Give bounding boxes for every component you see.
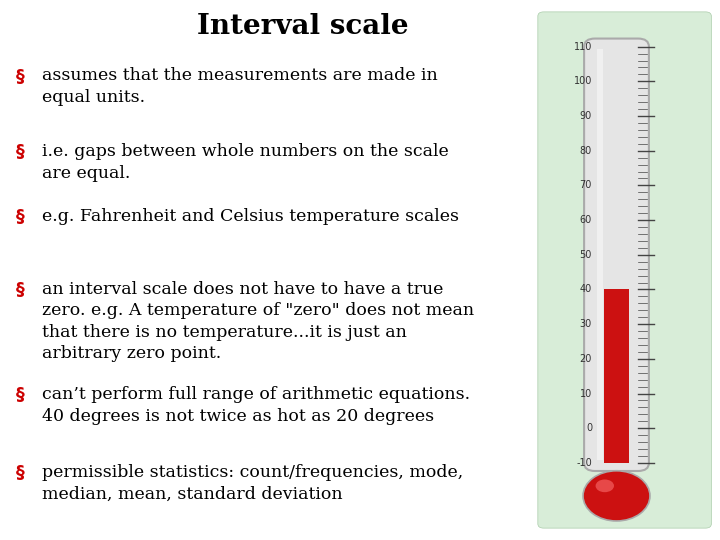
Text: 90: 90 (580, 111, 592, 121)
FancyBboxPatch shape (584, 38, 649, 471)
Text: 40: 40 (580, 285, 592, 294)
Text: §: § (16, 464, 24, 482)
Text: 30: 30 (580, 319, 592, 329)
Text: can’t perform full range of arithmetic equations.
40 degrees is not twice as hot: can’t perform full range of arithmetic e… (42, 386, 470, 424)
FancyBboxPatch shape (538, 12, 711, 528)
Text: -10: -10 (576, 458, 592, 468)
Text: permissible statistics: count/frequencies, mode,
median, mean, standard deviatio: permissible statistics: count/frequencie… (42, 464, 463, 503)
Text: assumes that the measurements are made in
equal units.: assumes that the measurements are made i… (42, 68, 438, 106)
Text: 110: 110 (574, 42, 592, 52)
Text: 100: 100 (574, 76, 592, 86)
Text: §: § (16, 143, 24, 161)
Text: §: § (16, 386, 24, 404)
Text: §: § (16, 281, 24, 299)
Text: 70: 70 (580, 180, 592, 191)
Text: 0: 0 (586, 423, 592, 433)
Text: Interval scale: Interval scale (197, 14, 408, 40)
Text: 60: 60 (580, 215, 592, 225)
Ellipse shape (583, 471, 650, 521)
Text: an interval scale does not have to have a true
zero. e.g. A temperature of "zero: an interval scale does not have to have … (42, 281, 474, 362)
Ellipse shape (595, 480, 614, 492)
Text: 50: 50 (580, 250, 592, 260)
Text: i.e. gaps between whole numbers on the scale
are equal.: i.e. gaps between whole numbers on the s… (42, 143, 449, 181)
Bar (604, 289, 629, 463)
Text: §: § (16, 208, 24, 226)
Text: e.g. Fahrenheit and Celsius temperature scales: e.g. Fahrenheit and Celsius temperature … (42, 208, 459, 225)
Text: §: § (16, 68, 24, 85)
Text: 10: 10 (580, 388, 592, 399)
Text: 80: 80 (580, 146, 592, 156)
Bar (597, 49, 603, 460)
Text: 20: 20 (580, 354, 592, 364)
